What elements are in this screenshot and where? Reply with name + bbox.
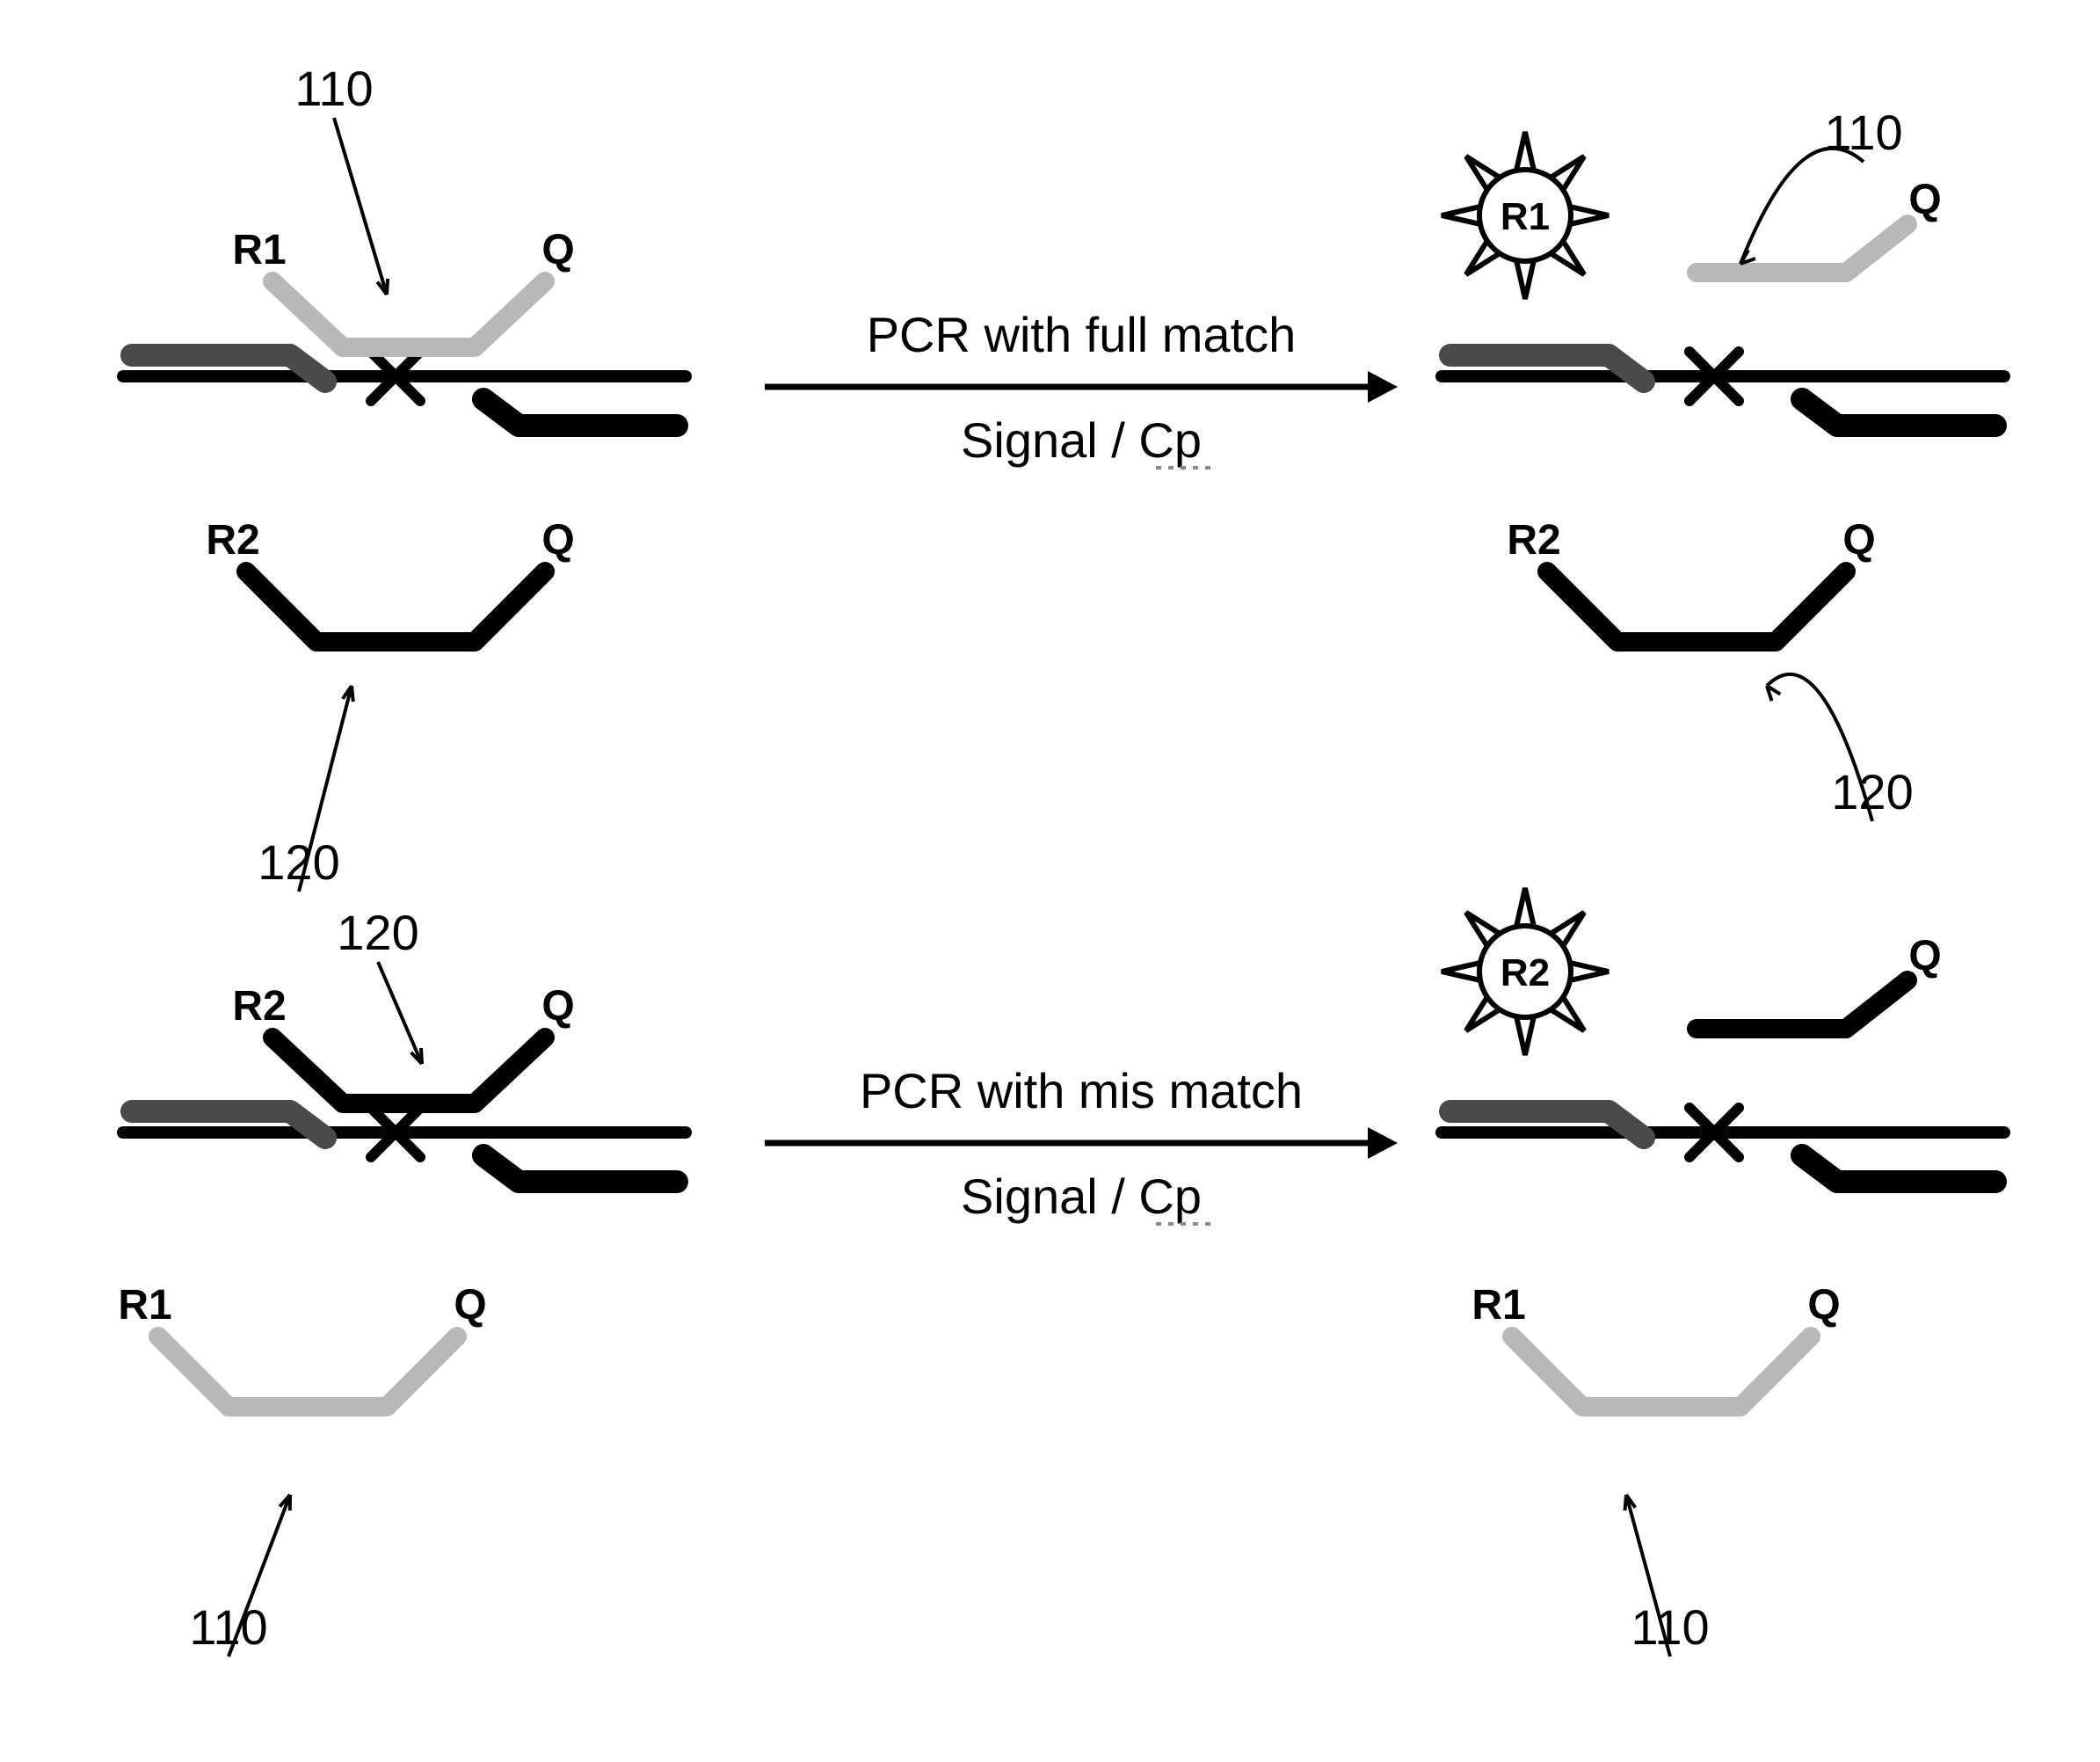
ref-number: 110: [294, 61, 373, 116]
probe: [272, 1038, 545, 1103]
quencher-label: Q: [1908, 933, 1941, 979]
svg-layer: R1 Q R2 Q PCR with full match Signal / Cp R1 Q R…: [0, 0, 2100, 1762]
arrow-label-above: PCR with mis match: [860, 1063, 1303, 1118]
probe: [1547, 572, 1846, 642]
ref-number: 120: [337, 905, 418, 960]
probe-quencher-label: Q: [454, 1282, 486, 1329]
leader-line: [378, 962, 422, 1064]
arrow-label-above: PCR with full match: [867, 307, 1297, 362]
ref-number: 110: [1824, 105, 1902, 160]
probe-reporter-label: R1: [1471, 1282, 1525, 1329]
reaction-arrowhead: [1368, 1127, 1398, 1159]
ref-number: 120: [1831, 764, 1913, 819]
probe: [246, 572, 545, 642]
cleaved-probe: [1697, 224, 1907, 273]
probe-quencher-label: Q: [1842, 517, 1875, 564]
reaction-arrowhead: [1368, 371, 1398, 403]
probe-reporter-label: R2: [206, 517, 259, 564]
probe-reporter-label: R1: [232, 227, 286, 273]
probe: [272, 281, 545, 347]
reverse-primer: [1802, 399, 1995, 426]
cleaved-probe: [1697, 980, 1907, 1029]
probe: [158, 1336, 457, 1407]
probe-reporter-label: R1: [118, 1282, 171, 1329]
reverse-primer: [1802, 1155, 1995, 1182]
leader-arrowhead: [1767, 686, 1780, 701]
probe: [1512, 1336, 1811, 1407]
leader-line: [1740, 149, 1864, 264]
leader-arrowhead: [1740, 250, 1755, 264]
probe-quencher-label: Q: [541, 517, 574, 564]
probe-reporter-label: R2: [232, 983, 286, 1030]
probe-reporter-label: R2: [1507, 517, 1560, 564]
probe-quencher-label: Q: [1807, 1282, 1840, 1329]
quencher-label: Q: [1908, 177, 1941, 223]
arrow-label-below: Signal / Cp: [961, 412, 1202, 468]
ref-number: 110: [1631, 1599, 1709, 1655]
pcr-probe-diagram: R1 Q R2 Q PCR with full match Signal / Cp R1 Q R…: [0, 0, 2100, 1762]
star-label: R2: [1501, 951, 1550, 994]
probe-quencher-label: Q: [541, 983, 574, 1030]
reverse-primer: [483, 1155, 677, 1182]
arrow-label-below: Signal / Cp: [961, 1169, 1202, 1224]
leader-line: [334, 118, 387, 295]
ref-number: 120: [258, 834, 339, 890]
ref-number: 110: [189, 1599, 267, 1655]
probe-quencher-label: Q: [541, 227, 574, 273]
star-label: R1: [1501, 195, 1550, 238]
reverse-primer: [483, 399, 677, 426]
